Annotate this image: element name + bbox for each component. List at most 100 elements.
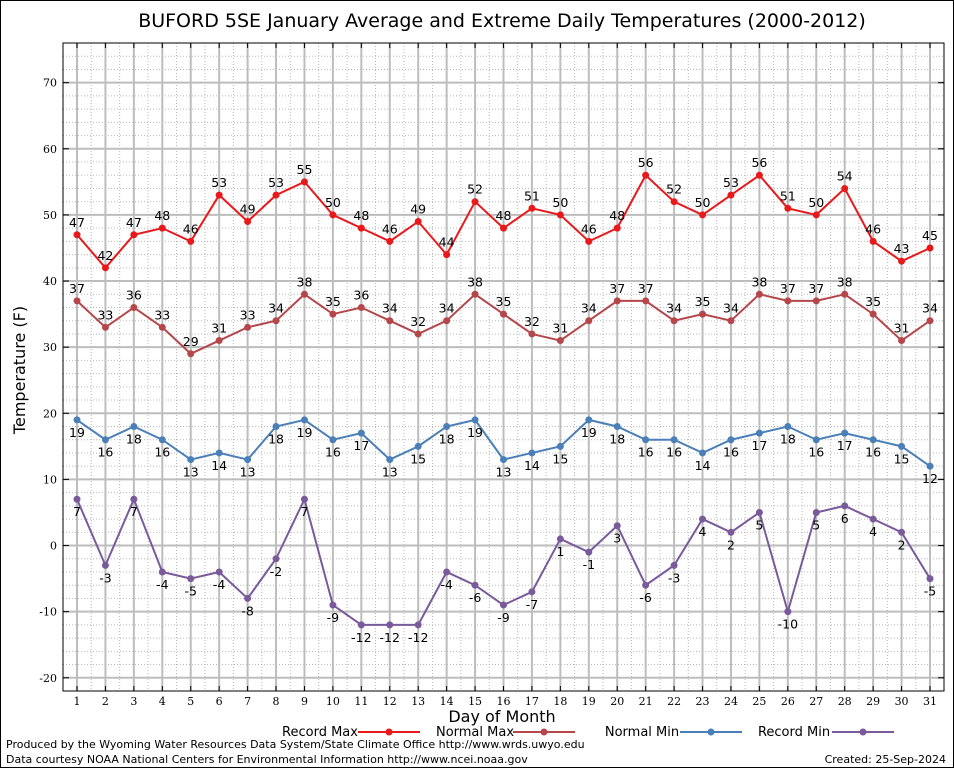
data-point: [642, 297, 650, 305]
data-point: [642, 171, 650, 179]
data-label: 16: [638, 445, 654, 460]
x-tick-label: 6: [216, 695, 223, 708]
data-point: [841, 429, 849, 437]
data-point: [670, 436, 678, 444]
data-point: [443, 423, 451, 431]
x-tick-label: 15: [468, 695, 482, 708]
data-label: 46: [183, 221, 199, 236]
data-point: [73, 297, 81, 305]
data-label: 54: [837, 168, 853, 183]
data-point: [73, 416, 81, 424]
data-label: 34: [922, 301, 938, 316]
data-label: 18: [609, 432, 625, 447]
y-tick-label: 70: [43, 77, 57, 90]
y-axis-label: Temperature (F): [10, 306, 29, 435]
x-tick-label: 17: [525, 695, 539, 708]
x-tick-label: 4: [159, 695, 166, 708]
data-label: 15: [552, 451, 568, 466]
data-point: [812, 211, 820, 219]
data-point: [130, 495, 138, 503]
data-label: -4: [440, 577, 453, 592]
legend-marker: [707, 728, 715, 736]
x-tick-label: 20: [610, 695, 624, 708]
x-tick-label: 19: [582, 695, 596, 708]
footer-created: Created: 25-Sep-2024: [824, 753, 946, 766]
data-point: [386, 237, 394, 245]
x-tick-label: 30: [895, 695, 909, 708]
x-tick-label: 11: [354, 695, 368, 708]
data-label: 46: [382, 221, 398, 236]
y-tick-label: 10: [43, 473, 57, 486]
data-label: 5: [755, 517, 763, 532]
data-point: [300, 290, 308, 298]
data-label: 17: [353, 438, 369, 453]
data-label: 2: [898, 537, 906, 552]
data-point: [784, 608, 792, 616]
data-label: 6: [841, 511, 849, 526]
data-label: 33: [240, 307, 256, 322]
data-label: 38: [751, 274, 767, 289]
data-label: 13: [382, 465, 398, 480]
data-label: 43: [894, 241, 910, 256]
data-point: [642, 581, 650, 589]
data-label: 37: [638, 281, 654, 296]
data-label: 50: [325, 195, 341, 210]
data-point: [101, 436, 109, 444]
x-tick-label: 7: [244, 695, 251, 708]
y-tick-label: -10: [39, 606, 57, 619]
data-point: [215, 449, 223, 457]
data-label: 4: [869, 524, 877, 539]
data-label: 45: [922, 228, 938, 243]
data-point: [841, 502, 849, 510]
data-label: 56: [751, 155, 767, 170]
data-point: [926, 244, 934, 252]
data-point: [300, 416, 308, 424]
data-label: 4: [699, 524, 707, 539]
data-point: [841, 290, 849, 298]
data-label: -12: [408, 630, 428, 645]
data-point: [443, 317, 451, 325]
data-point: [300, 178, 308, 186]
data-label: 34: [723, 301, 739, 316]
data-label: 19: [467, 425, 483, 440]
legend-marker: [859, 728, 867, 736]
data-point: [585, 548, 593, 556]
data-point: [727, 191, 735, 199]
data-point: [670, 317, 678, 325]
data-point: [471, 416, 479, 424]
data-label: 38: [297, 274, 313, 289]
legend-marker: [540, 728, 548, 736]
data-label: -9: [327, 610, 340, 625]
data-point: [386, 621, 394, 629]
series-record-min: 7 -3 7 -4 -5 -4 -8 -2 7 -9 -12 -12 -12 -4 -6 -9 -7 1 -1 3 -6…: [73, 495, 936, 645]
data-point: [272, 555, 280, 563]
data-label: 36: [126, 287, 142, 302]
data-label: 34: [268, 301, 284, 316]
data-point: [244, 218, 252, 226]
data-label: -8: [241, 603, 254, 618]
data-label: 17: [837, 438, 853, 453]
data-label: -4: [213, 577, 226, 592]
legend-item: Normal Min: [605, 725, 742, 740]
data-point: [898, 257, 906, 265]
data-label: -4: [156, 577, 169, 592]
data-label: 35: [325, 294, 341, 309]
data-point: [613, 224, 621, 232]
data-point: [158, 436, 166, 444]
data-label: -5: [924, 584, 936, 599]
data-label: 37: [609, 281, 625, 296]
legend-label: Normal Max: [436, 725, 514, 740]
data-label: 14: [524, 458, 540, 473]
data-point: [272, 191, 280, 199]
data-label: 53: [268, 175, 284, 190]
x-tick-label: 23: [696, 695, 710, 708]
data-label: 37: [808, 281, 824, 296]
data-label: 53: [723, 175, 739, 190]
data-point: [556, 337, 564, 345]
data-point: [926, 317, 934, 325]
data-point: [869, 436, 877, 444]
y-tick-label: -20: [39, 672, 57, 685]
data-point: [329, 601, 337, 609]
data-label: 15: [894, 451, 910, 466]
